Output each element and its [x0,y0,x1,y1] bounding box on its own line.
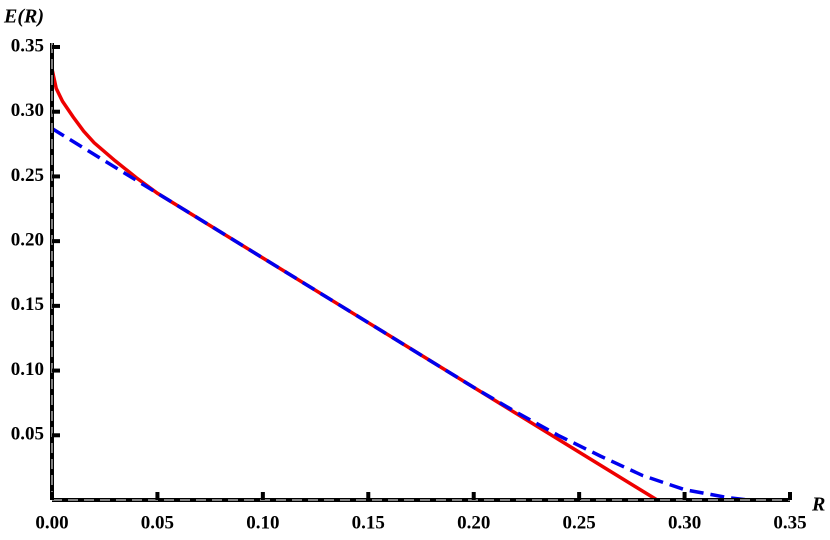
y-tick-label: 0.20 [11,230,44,251]
x-tick-label: 0.30 [668,512,701,533]
x-tick-label: 0.15 [352,512,385,533]
y-tick-label: 0.35 [11,35,44,56]
data-line [51,127,749,502]
y-tick-label: 0.30 [11,100,44,121]
data-line [50,68,659,502]
x-axis-title: R [811,494,825,516]
y-tick-label: 0.05 [11,424,44,445]
x-tick-label: 0.05 [141,512,174,533]
x-tick-label: 0.10 [246,512,279,533]
y-axis-title: E(R) [3,6,44,28]
y-tick-label: 0.10 [11,359,44,380]
y-tick-label: 0.15 [11,294,44,315]
x-tick-label: 0.00 [35,512,68,533]
x-tick-label: 0.35 [773,512,806,533]
x-tick-label: 0.20 [457,512,490,533]
y-tick-label: 0.25 [11,165,44,186]
x-tick-label: 0.25 [563,512,596,533]
